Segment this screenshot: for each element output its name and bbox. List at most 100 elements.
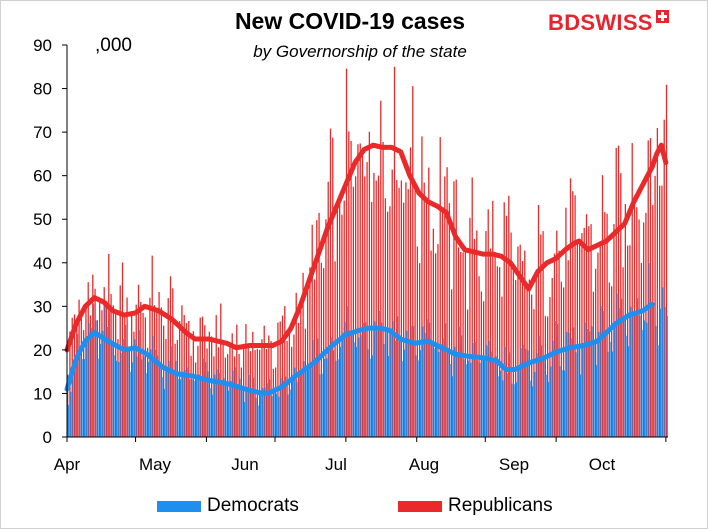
republicans-bar xyxy=(192,331,195,437)
democrats-bar xyxy=(173,372,175,437)
democrats-bar xyxy=(211,394,213,437)
democrats-bar xyxy=(653,304,655,437)
democrats-bar xyxy=(550,366,552,437)
republicans-bar xyxy=(103,287,105,437)
republicans-bar xyxy=(560,281,563,437)
republicans-bar xyxy=(387,211,389,437)
democrats-bar xyxy=(634,313,636,437)
republicans-bar xyxy=(428,167,430,437)
democrats-bar xyxy=(312,339,314,437)
democrats-bar xyxy=(454,346,456,437)
republicans-bar xyxy=(551,277,553,437)
democrats-bar xyxy=(339,346,341,437)
democrats-bar xyxy=(486,345,488,437)
republicans-bar xyxy=(307,284,309,437)
democrats-bar xyxy=(511,383,513,437)
republicans-bar xyxy=(471,177,473,437)
republicans-bar xyxy=(661,185,663,437)
democrats-bar xyxy=(111,343,113,437)
republicans-bar xyxy=(375,180,377,437)
democrats-bar xyxy=(120,353,122,437)
republicans-bar xyxy=(396,180,398,437)
republicans-bar xyxy=(133,331,135,437)
democrats-bar xyxy=(403,349,405,437)
legend-swatch-republicans xyxy=(398,500,442,512)
republicans-bar xyxy=(240,367,243,437)
democrats-bar xyxy=(81,359,83,437)
republicans-bar xyxy=(165,339,167,437)
democrats-bar xyxy=(410,325,412,437)
democrats-bar xyxy=(479,362,481,437)
democrats-bar xyxy=(387,355,389,437)
democrats-bar xyxy=(323,358,325,437)
republicans-bar xyxy=(368,131,371,437)
republicans-bar xyxy=(268,335,270,437)
democrats-bar xyxy=(429,322,431,437)
democrats-bar xyxy=(198,374,200,437)
democrats-bar xyxy=(520,348,522,437)
republicans-bar xyxy=(615,147,617,437)
democrats-bar xyxy=(534,372,536,437)
democrats-bar xyxy=(209,388,211,437)
democrats-bar xyxy=(451,376,453,437)
democrats-bar xyxy=(424,332,426,437)
republicans-bar xyxy=(485,231,487,437)
republicans-bar xyxy=(332,137,334,437)
republicans-bar xyxy=(606,213,608,437)
republicans-bar xyxy=(604,212,606,437)
x-tick-label: Sep xyxy=(499,455,529,474)
republicans-bar xyxy=(238,353,240,437)
republicans-bar xyxy=(151,255,153,437)
democrats-bar xyxy=(186,367,188,437)
republicans-bar xyxy=(135,304,137,437)
republicans-bar xyxy=(608,282,611,437)
republicans-bar xyxy=(572,191,574,437)
republicans-bar xyxy=(76,322,78,437)
republicans-bar xyxy=(105,300,108,437)
democrats-bar xyxy=(600,306,602,437)
democrats-bar xyxy=(303,361,305,437)
republicans-bar xyxy=(309,267,311,437)
democrats-bar xyxy=(307,369,309,437)
democrats-bar xyxy=(575,352,577,437)
democrats-bar xyxy=(122,339,124,437)
democrats-bar xyxy=(257,405,259,437)
republicans-bar xyxy=(366,162,368,437)
republicans-bar xyxy=(389,206,391,437)
democrats-bar xyxy=(152,336,154,437)
republicans-bar xyxy=(181,305,183,437)
democrats-bar xyxy=(525,348,527,437)
republicans-bar xyxy=(128,346,131,437)
democrats-bar xyxy=(607,351,609,437)
republicans-bar xyxy=(643,222,645,437)
democrats-bar xyxy=(557,323,559,437)
republicans-bar xyxy=(526,283,528,437)
republicans-bar xyxy=(188,320,190,437)
republicans-bar xyxy=(665,84,668,437)
x-tick-label: Apr xyxy=(54,455,81,474)
republicans-bar xyxy=(174,343,176,437)
democrats-bar xyxy=(86,339,88,437)
republicans-bar xyxy=(185,323,188,437)
democrats-bar xyxy=(282,380,284,437)
republicans-bar xyxy=(414,186,416,437)
republicans-bar xyxy=(492,200,494,437)
democrats-bar xyxy=(493,361,495,437)
republicans-bar xyxy=(544,316,547,437)
republicans-bar xyxy=(547,316,549,437)
democrats-bar xyxy=(166,369,168,437)
republicans-bar xyxy=(222,339,224,437)
republicans-bar xyxy=(67,374,69,437)
republicans-bar xyxy=(649,138,652,438)
republicans-bar xyxy=(153,305,156,437)
republicans-bar xyxy=(361,153,364,438)
democrats-bar xyxy=(255,397,257,437)
democrats-bar xyxy=(93,303,95,437)
democrats-bar xyxy=(317,338,319,437)
democrats-bar xyxy=(646,322,648,437)
republicans-bar xyxy=(339,198,341,437)
democrats-bar xyxy=(554,320,556,437)
democrats-bar xyxy=(401,361,403,437)
republicans-bar xyxy=(521,260,524,437)
republicans-bar xyxy=(160,307,163,437)
